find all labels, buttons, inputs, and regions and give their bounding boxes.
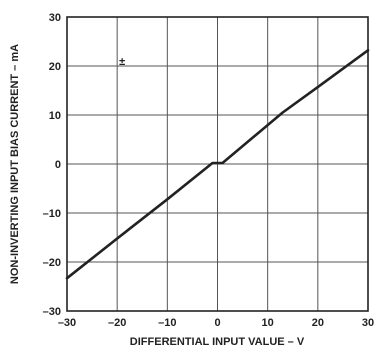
y-tick-label: 30: [49, 12, 61, 24]
y-tick-labels: –30 –20 –10 0 10 20 30: [43, 12, 61, 318]
series-layer: [65, 48, 370, 280]
y-tick-label: 0: [55, 159, 61, 171]
x-axis-label: DIFFERENTIAL INPUT VALUE – V: [130, 336, 305, 348]
y-tick-label: –10: [43, 208, 61, 220]
annotations: ±: [119, 56, 125, 68]
x-tick-label: 20: [312, 317, 324, 329]
x-tick-label: –30: [58, 317, 76, 329]
x-tick-label: 0: [214, 317, 220, 329]
y-tick-label: 20: [49, 61, 61, 73]
x-tick-label: 30: [362, 317, 374, 329]
annotation-0: ±: [119, 56, 125, 68]
plot-frame: [66, 16, 369, 312]
y-tick-label: –30: [43, 306, 61, 318]
x-tick-label: –10: [158, 317, 176, 329]
x-tick-label: –20: [108, 317, 126, 329]
y-tick-label: 10: [49, 110, 61, 122]
x-tick-labels: –30 –20 –10 0 10 20 30: [58, 317, 374, 329]
y-tick-label: –20: [43, 257, 61, 269]
x-tick-label: 10: [262, 317, 274, 329]
y-axis-label: NON-INVERTING INPUT BIAS CURRENT – mA: [9, 44, 21, 284]
series-line-0: [65, 48, 370, 280]
